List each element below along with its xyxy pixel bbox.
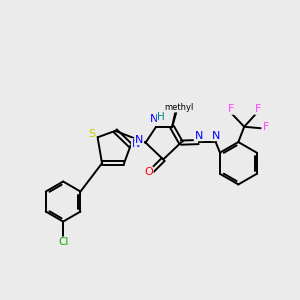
Text: O: O (144, 167, 153, 177)
Text: F: F (255, 104, 261, 114)
Text: F: F (263, 122, 269, 132)
Text: N: N (132, 139, 140, 149)
Text: N: N (150, 114, 159, 124)
Text: methyl: methyl (164, 103, 194, 112)
Text: F: F (228, 104, 234, 114)
Text: N: N (135, 135, 143, 145)
Text: S: S (89, 129, 96, 139)
Text: H: H (157, 112, 165, 122)
Text: N: N (212, 130, 220, 141)
Text: Cl: Cl (58, 237, 68, 247)
Text: N: N (194, 130, 203, 141)
